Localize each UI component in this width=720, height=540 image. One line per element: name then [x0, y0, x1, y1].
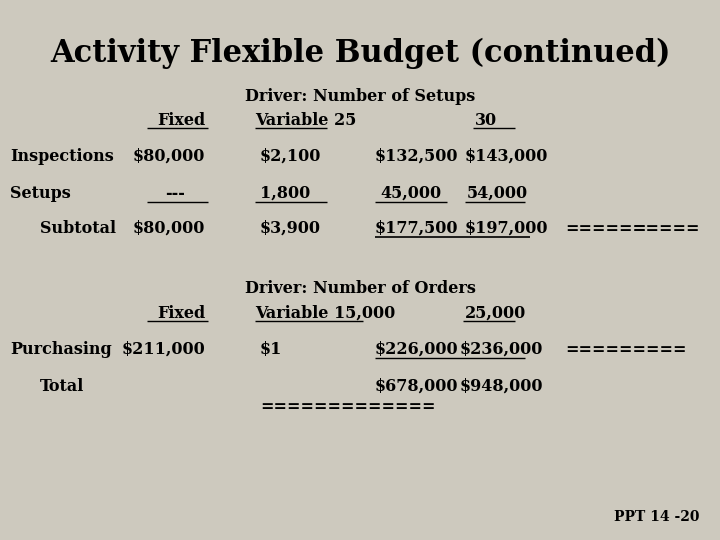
- Text: $80,000: $80,000: [132, 220, 205, 237]
- Text: Fixed: Fixed: [157, 305, 205, 322]
- Text: Subtotal: Subtotal: [40, 220, 116, 237]
- Text: Driver: Number of Orders: Driver: Number of Orders: [245, 280, 475, 297]
- Text: Driver: Number of Setups: Driver: Number of Setups: [245, 88, 475, 105]
- Text: $2,100: $2,100: [260, 148, 321, 165]
- Text: ---: ---: [165, 185, 185, 202]
- Text: Activity Flexible Budget (continued): Activity Flexible Budget (continued): [50, 38, 670, 69]
- Text: =========: =========: [565, 341, 686, 358]
- Text: 30: 30: [475, 112, 497, 129]
- Text: ======: ======: [565, 220, 646, 237]
- Text: PPT 14 -20: PPT 14 -20: [614, 510, 700, 524]
- Text: $226,000: $226,000: [375, 341, 459, 358]
- Text: =============: =============: [260, 398, 436, 415]
- Text: Fixed: Fixed: [157, 112, 205, 129]
- Text: $80,000: $80,000: [132, 148, 205, 165]
- Text: $1: $1: [260, 341, 282, 358]
- Text: Variable 25: Variable 25: [255, 112, 356, 129]
- Text: 54,000: 54,000: [467, 185, 528, 202]
- Text: 25,000: 25,000: [465, 305, 526, 322]
- Text: $211,000: $211,000: [121, 341, 205, 358]
- Text: 1,800: 1,800: [260, 185, 310, 202]
- Text: Purchasing: Purchasing: [10, 341, 112, 358]
- Text: $197,000: $197,000: [465, 220, 549, 237]
- Text: $143,000: $143,000: [465, 148, 549, 165]
- Text: =====: =====: [632, 220, 700, 237]
- Text: $3,900: $3,900: [260, 220, 321, 237]
- Text: Total: Total: [40, 378, 84, 395]
- Text: $132,500: $132,500: [375, 148, 459, 165]
- Text: Inspections: Inspections: [10, 148, 114, 165]
- Text: 45,000: 45,000: [380, 185, 441, 202]
- Text: $948,000: $948,000: [460, 378, 544, 395]
- Text: Variable 15,000: Variable 15,000: [255, 305, 395, 322]
- Text: Setups: Setups: [10, 185, 71, 202]
- Text: $177,500: $177,500: [375, 220, 459, 237]
- Text: $236,000: $236,000: [460, 341, 544, 358]
- Text: $678,000: $678,000: [375, 378, 459, 395]
